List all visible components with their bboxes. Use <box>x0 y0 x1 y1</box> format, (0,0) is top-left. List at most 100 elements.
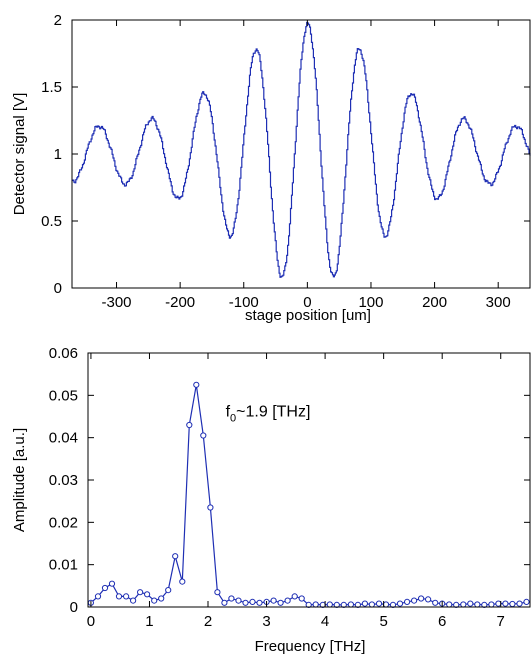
spectrum-point <box>460 601 467 608</box>
spectrum-point <box>404 598 411 606</box>
spectrum-point <box>502 600 509 607</box>
x-tick-label: -300 <box>102 294 132 311</box>
y-tick-label: 0.04 <box>49 430 78 447</box>
spectrum-ticks: 0 1 2 3 4 5 6 7 0 0.01 0.02 0.03 0.04 0.05 0.06 <box>49 345 530 630</box>
x-tick-label: 200 <box>422 294 447 311</box>
y-tick-label: 0.05 <box>49 387 78 404</box>
x-tick-label: 5 <box>379 613 387 630</box>
spectrum-point <box>151 597 158 604</box>
spectrum-point <box>411 597 418 604</box>
spectrum-point <box>340 601 347 609</box>
spectrum-point <box>326 601 333 608</box>
interferogram-y-axis-label: Detector signal [V] <box>11 93 28 216</box>
interferogram-x-axis-label: stage position [um] <box>245 307 371 324</box>
spectrum-point <box>516 600 523 607</box>
spectrum-point <box>108 580 116 587</box>
y-tick-label: 0.03 <box>49 472 78 489</box>
annotation-text: ~1.9 [THz] <box>236 404 310 421</box>
spectrum-point <box>256 599 263 606</box>
x-tick-label: 300 <box>486 294 511 311</box>
x-tick-label: 1 <box>145 613 153 630</box>
spectrum-point <box>298 595 305 602</box>
spectrum-point <box>235 597 242 604</box>
spectrum-point <box>165 587 172 594</box>
spectrum-point <box>382 601 390 608</box>
spectrum-plot: 0 1 2 3 4 5 6 7 0 0.01 0.02 0.03 0.04 0.05 0.06 Freque… <box>11 345 531 655</box>
spectrum-point <box>284 597 291 604</box>
spectrum-point <box>418 595 425 602</box>
spectrum-point <box>495 600 502 607</box>
spectrum-point <box>193 381 200 388</box>
interferogram-ticks: -300 -200 -100 0 100 200 300 0 0.5 1 1.5 2 <box>41 12 530 311</box>
spectrum-point <box>228 595 235 602</box>
spectrum-point <box>389 601 397 609</box>
spectrum-point <box>347 601 354 608</box>
x-tick-label: 6 <box>438 613 446 630</box>
x-tick-label: 3 <box>262 613 270 630</box>
peak-frequency-annotation: f0~1.9 [THz] <box>226 404 311 425</box>
x-tick-label: 100 <box>358 294 383 311</box>
spectrum-point <box>172 553 179 560</box>
spectrum-point <box>354 601 361 609</box>
spectrum-point <box>130 597 137 604</box>
spectrum-point <box>123 593 130 600</box>
spectrum-point <box>375 600 383 607</box>
spectrum-point <box>432 599 439 606</box>
x-tick-label: 4 <box>321 613 329 630</box>
interferogram-series-group <box>72 21 531 278</box>
spectrum-point <box>115 593 123 600</box>
spectrum-point <box>200 432 207 439</box>
y-tick-label: 0.06 <box>49 345 78 362</box>
spectrum-y-axis-label: Amplitude [a.u.] <box>11 428 28 532</box>
spectrum-point <box>523 598 530 606</box>
y-tick-label: 0.5 <box>41 213 62 230</box>
x-tick-label: 0 <box>303 294 311 311</box>
spectrum-point <box>144 591 151 598</box>
spectrum-point <box>481 601 488 609</box>
spectrum-point <box>270 597 277 604</box>
spectrum-point <box>242 599 249 606</box>
annotation-f: f <box>226 404 231 421</box>
spectrum-point <box>94 593 102 600</box>
spectrum-point <box>446 601 453 608</box>
y-tick-label: 0.01 <box>49 557 78 574</box>
x-tick-label: 2 <box>204 613 212 630</box>
x-tick-label: 7 <box>497 613 505 630</box>
y-tick-label: 1.5 <box>41 79 62 96</box>
spectrum-point <box>425 596 432 603</box>
spectrum-point <box>186 421 193 429</box>
spectrum-point <box>361 600 368 607</box>
x-tick-label: -100 <box>229 294 259 311</box>
y-tick-label: 0 <box>54 280 62 297</box>
interferogram-line <box>72 21 531 278</box>
spectrum-point <box>488 601 495 608</box>
spectrum-point <box>179 578 186 585</box>
spectrum-point <box>305 601 312 609</box>
spectrum-point <box>396 600 404 607</box>
spectrum-point <box>249 598 256 606</box>
spectrum-point <box>137 589 144 596</box>
spectrum-point <box>368 601 375 608</box>
annotation-subscript: 0 <box>230 413 236 425</box>
spectrum-point <box>509 600 516 608</box>
spectrum-x-axis-label: Frequency [THz] <box>255 638 366 655</box>
y-tick-label: 2 <box>54 12 62 29</box>
spectrum-series-group <box>87 381 530 609</box>
interferogram-plot: -300 -200 -100 0 100 200 300 0 0.5 1 1.5 2 stage po… <box>11 12 531 324</box>
spectrum-point <box>312 601 319 608</box>
y-tick-label: 1 <box>54 146 62 163</box>
x-tick-label: -200 <box>165 294 195 311</box>
spectrum-point <box>291 593 298 600</box>
spectrum-point <box>467 600 474 607</box>
spectrum-point <box>474 601 481 608</box>
spectrum-point <box>101 584 109 592</box>
spectrum-point <box>221 599 228 606</box>
spectrum-point <box>207 504 214 511</box>
x-tick-label: 0 <box>87 613 95 630</box>
spectrum-point <box>453 601 460 609</box>
y-tick-label: 0 <box>70 599 78 616</box>
spectrum-point <box>158 595 165 602</box>
y-tick-label: 0.02 <box>49 514 78 531</box>
spectrum-point <box>277 599 284 606</box>
spectrum-point <box>333 601 340 609</box>
